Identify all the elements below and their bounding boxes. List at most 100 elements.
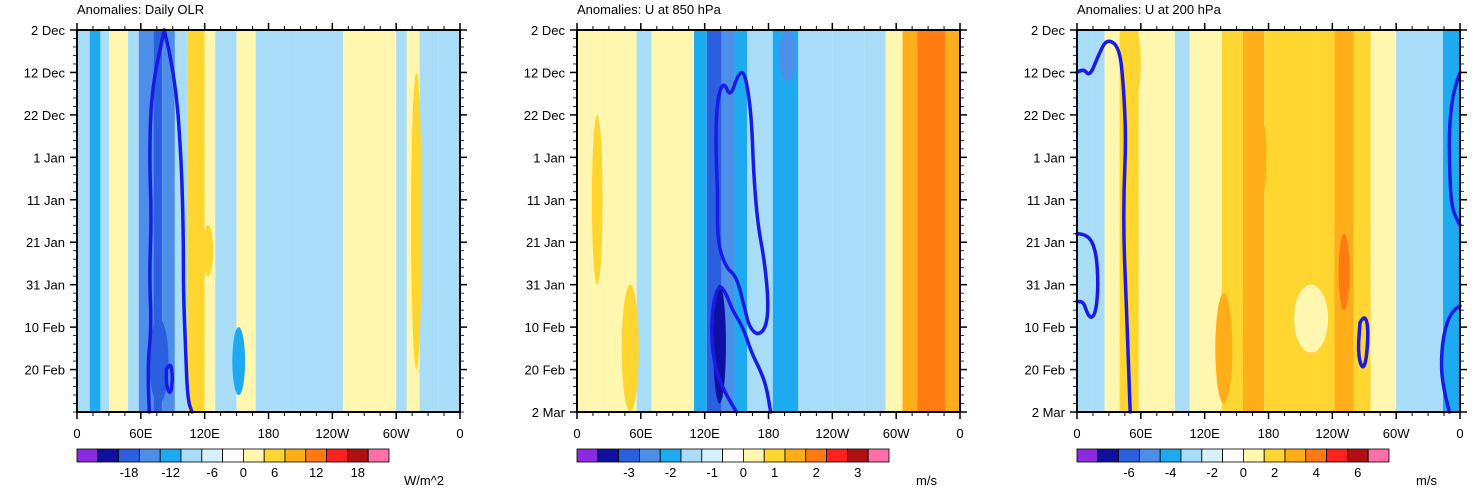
u200-colorbar-swatch xyxy=(1201,448,1224,463)
u200-xtick-label: 120W xyxy=(1315,426,1350,441)
u850-colorbar-swatch xyxy=(701,448,723,463)
u850-panel: Anomalies: U at 850 hPa 0 60E 120E 180 120W 6… xyxy=(524,2,967,488)
olr-band xyxy=(153,30,163,412)
u200-axes: 0 60E 120E 180 120W 60W 0 2 Dec 12 Dec 22 Dec 1 Ja… xyxy=(1024,23,1467,441)
u200-band xyxy=(1334,30,1354,412)
u850-band xyxy=(902,30,918,412)
olr-colorbar-swatch xyxy=(284,448,307,463)
olr-colorbar-swatch xyxy=(263,448,286,463)
u850-colorbar-swatch xyxy=(867,448,890,463)
u850-ytick-label: 12 Dec xyxy=(524,65,566,80)
u850-ytick-label: 22 Dec xyxy=(524,108,566,123)
u200-band xyxy=(1077,30,1092,412)
olr-xtick-label: 60W xyxy=(383,426,410,441)
olr-colorbar-label: -12 xyxy=(161,465,180,480)
u200-colorbar-label: 0 xyxy=(1240,465,1247,480)
u200-ytick-label: 2 Dec xyxy=(1031,23,1065,38)
u200-panel: Anomalies: U at 200 hPa 0 60E 120E 180 120W 6… xyxy=(1024,2,1467,488)
u200-ytick-label: 21 Jan xyxy=(1026,235,1065,250)
u850-colorbar-label: 2 xyxy=(813,465,820,480)
u850-band xyxy=(600,30,620,412)
u850-band xyxy=(832,30,865,412)
olr-contours xyxy=(146,28,194,414)
olr-xtick-label: 120E xyxy=(189,426,220,441)
olr-xtick-label: 120W xyxy=(315,426,350,441)
olr-band xyxy=(342,30,397,412)
u850-ytick-label: 10 Feb xyxy=(525,320,565,335)
u200-ytick-label: 20 Feb xyxy=(1025,363,1065,378)
u850-ytick-label: 2 Mar xyxy=(532,405,566,420)
u850-band xyxy=(734,30,748,412)
u850-ytick-label: 2 Dec xyxy=(531,23,565,38)
u850-colorbar-label: 3 xyxy=(854,465,861,480)
u850-xtick-label: 0 xyxy=(956,426,963,441)
olr-axes: 0 60E 120E 180 120W 60W 0 2 Dec 12 Dec 22 Dec 1 Ja… xyxy=(24,23,467,441)
u200-contour-line xyxy=(1439,304,1462,414)
u200-band xyxy=(1317,30,1335,412)
u200-contour-line xyxy=(1075,39,1132,414)
u850-units: m/s xyxy=(916,473,937,488)
u200-colorbar-swatch xyxy=(1118,448,1140,463)
u200-band xyxy=(1442,30,1460,412)
olr-ytick-label: 22 Dec xyxy=(24,108,66,123)
u850-axes: 0 60E 120E 180 120W 60W 0 2 Dec 12 Dec 22 Dec 1 Ja… xyxy=(524,23,967,441)
olr-ytick-label: 11 Jan xyxy=(27,193,65,208)
olr-xtick-label: 180 xyxy=(258,426,280,441)
olr-ytick-label: 1 Jan xyxy=(33,150,65,165)
u200-colorbar-swatch xyxy=(1347,448,1369,463)
u200-band xyxy=(1091,30,1105,412)
u200-colorbar-swatch xyxy=(1305,448,1328,463)
u850-ytick-label: 20 Feb xyxy=(525,363,565,378)
olr-band xyxy=(162,30,175,412)
olr-ytick-label: 2 Dec xyxy=(31,23,65,38)
u850-band xyxy=(577,30,590,412)
olr-band xyxy=(100,30,109,412)
olr-contour-line xyxy=(164,363,174,394)
u200-colorbar-label: 4 xyxy=(1313,465,1320,480)
u200-xtick-label: 180 xyxy=(1258,426,1280,441)
u850-xtick-label: 120W xyxy=(815,426,850,441)
u850-colorbar-swatch xyxy=(597,448,619,463)
olr-colorbar-label: 12 xyxy=(309,465,323,480)
u850-band xyxy=(651,30,678,412)
u850-xtick-label: 0 xyxy=(573,426,580,441)
olr-band xyxy=(289,30,343,412)
olr-band xyxy=(396,30,407,412)
u200-ytick-label: 1 Jan xyxy=(1033,150,1065,165)
olr-band xyxy=(438,30,460,412)
u200-colorbar-swatch xyxy=(1284,448,1307,463)
u850-colorbar-label: -2 xyxy=(665,465,677,480)
u200-band xyxy=(1242,30,1265,412)
u850-colorbar-swatch xyxy=(763,448,786,463)
olr-band xyxy=(255,30,290,412)
u850-xtick-label: 180 xyxy=(758,426,780,441)
u200-band xyxy=(1417,30,1443,412)
u200-panel-title: Anomalies: U at 200 hPa xyxy=(1077,2,1222,17)
u200-band xyxy=(1157,30,1175,412)
u850-ytick-label: 1 Jan xyxy=(533,150,565,165)
u200-xtick-label: 120E xyxy=(1189,426,1220,441)
u850-colorbar-swatch xyxy=(743,448,765,463)
u200-anomaly-blob xyxy=(1215,293,1233,404)
olr-anomaly-blob xyxy=(187,30,203,73)
olr-band xyxy=(128,30,139,412)
u200-anomaly-blob xyxy=(1253,114,1267,200)
u200-colorbar-swatch xyxy=(1097,448,1120,463)
olr-units: W/m^2 xyxy=(404,473,444,488)
u200-colorbar-swatch xyxy=(1076,448,1099,463)
u200-band xyxy=(1174,30,1190,412)
u200-colorbar-label: -6 xyxy=(1123,465,1135,480)
olr-ytick-label: 21 Jan xyxy=(26,235,65,250)
olr-colorbar-swatch xyxy=(159,448,182,463)
olr-band xyxy=(187,30,205,412)
u200-band xyxy=(1353,30,1371,412)
u850-anomaly-blob xyxy=(621,284,639,413)
olr-anomaly-blob xyxy=(202,225,214,277)
olr-colorbar-swatch xyxy=(242,448,265,463)
u850-colorbar-swatch xyxy=(826,448,848,463)
u200-band xyxy=(1138,30,1158,412)
u850-anomaly-blob xyxy=(779,30,797,81)
u850-contour-line xyxy=(714,70,770,336)
u850-colorbar-swatch xyxy=(576,448,599,463)
olr-colorbar-swatch xyxy=(180,448,203,463)
